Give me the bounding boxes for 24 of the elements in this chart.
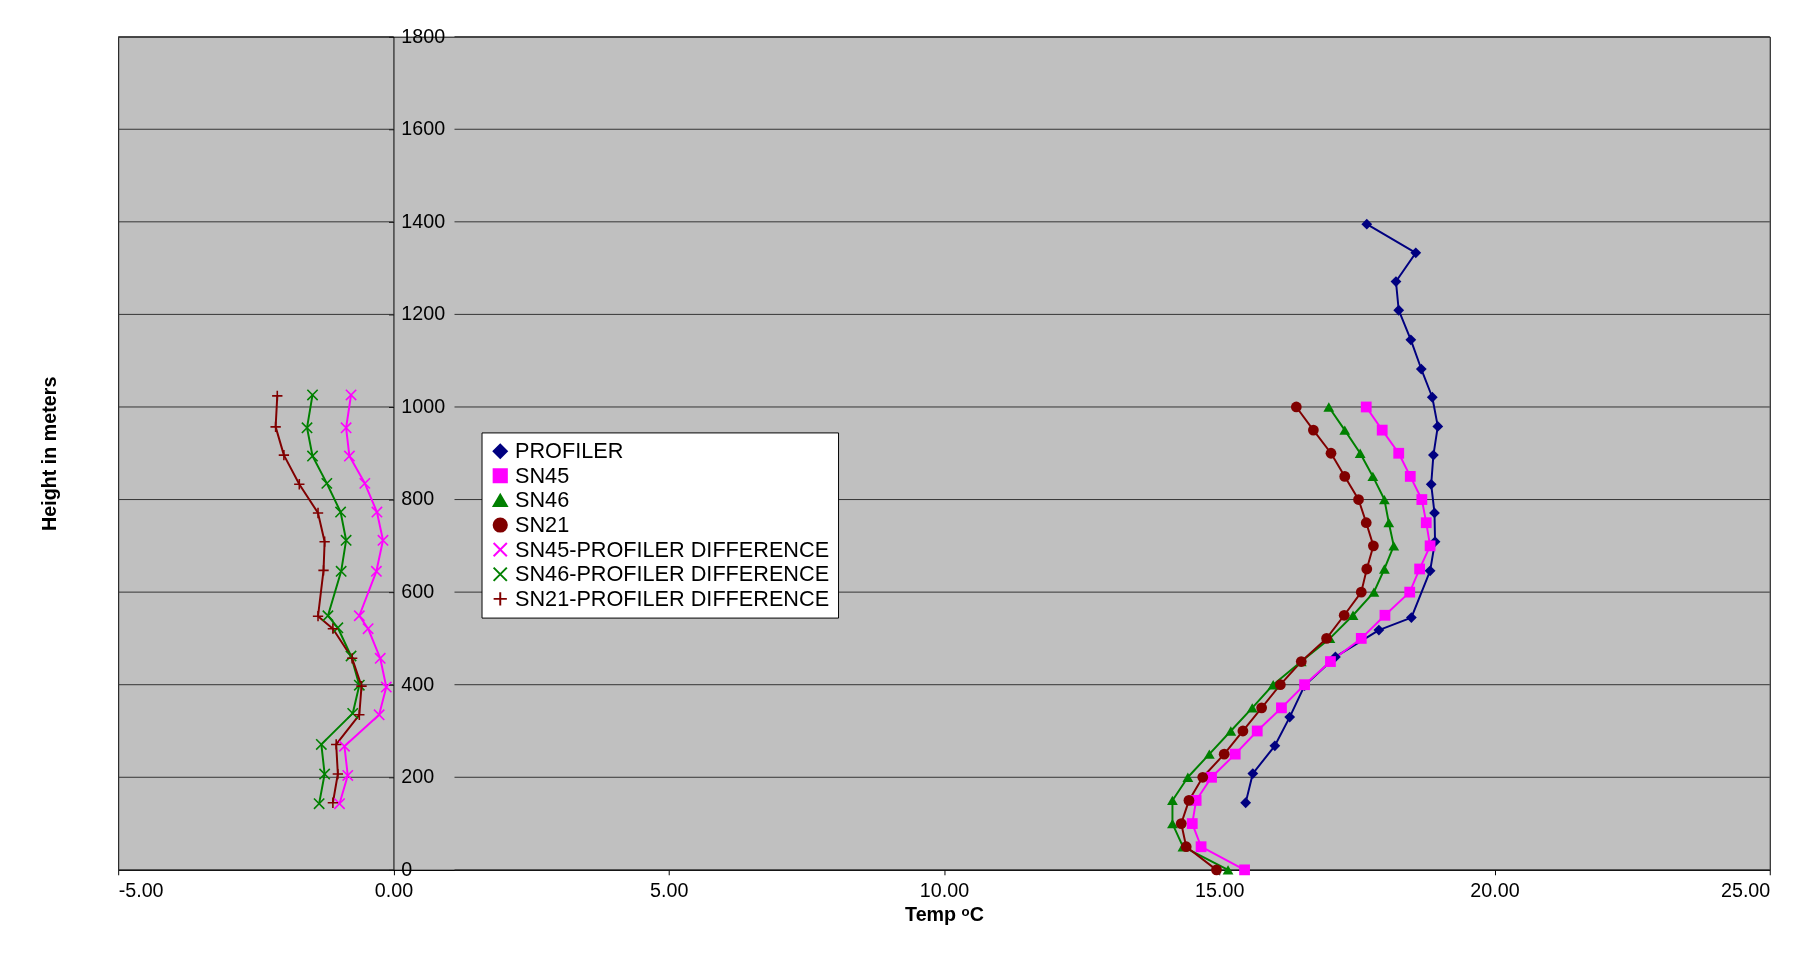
y-tick-label: 1200 (401, 302, 446, 325)
y-tick-label: 1400 (401, 209, 446, 232)
x-tick-label: 10.00 (919, 878, 970, 901)
y-tick-label: 200 (401, 765, 435, 788)
legend-label: SN45-PROFILER DIFFERENCE (515, 536, 830, 562)
legend-label: SN46 (515, 487, 570, 513)
legend-label: SN21-PROFILER DIFFERENCE (515, 585, 830, 611)
legend-label: SN46-PROFILER DIFFERENCE (515, 561, 830, 587)
x-tick-label: 25.00 (1720, 878, 1771, 901)
y-tick-label: 800 (401, 487, 435, 510)
x-tick-label: 20.00 (1470, 878, 1520, 901)
y-tick-label: 1600 (401, 117, 446, 140)
legend-label: PROFILER (515, 438, 624, 464)
legend-label: SN45 (515, 462, 570, 488)
x-axis-title: Temp ᵒC (905, 902, 984, 925)
x-tick-label: -5.00 (118, 878, 164, 901)
y-tick-label: 1000 (401, 394, 446, 417)
y-tick-label: 400 (401, 672, 435, 695)
legend-label: SN21 (515, 511, 570, 537)
x-tick-label: 5.00 (650, 878, 689, 901)
y-tick-label: 600 (401, 580, 435, 603)
x-tick-label: 0.00 (374, 878, 414, 901)
x-tick-label: 15.00 (1195, 878, 1245, 901)
y-axis-title: Height in meters (37, 376, 60, 531)
